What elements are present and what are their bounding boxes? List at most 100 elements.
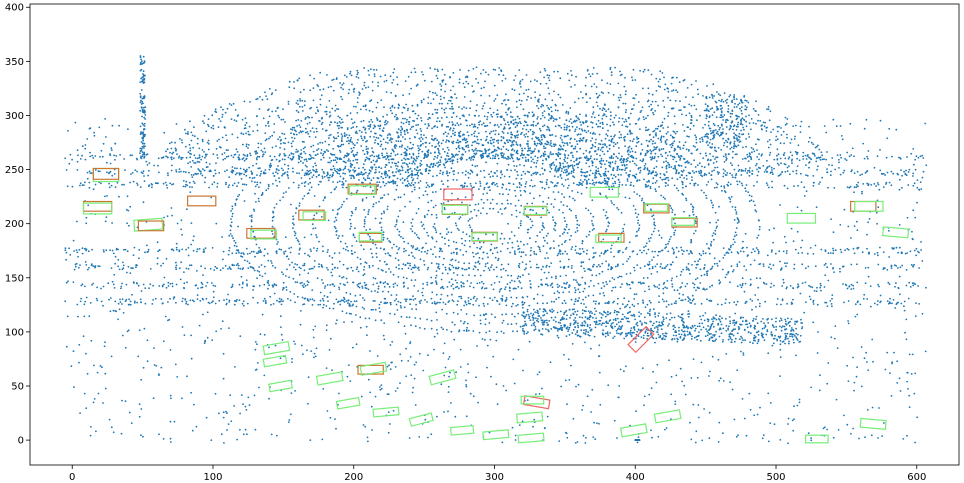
lidar-point bbox=[165, 150, 167, 152]
lidar-point bbox=[288, 101, 290, 103]
lidar-point bbox=[643, 119, 645, 121]
lidar-point bbox=[707, 159, 709, 161]
lidar-point bbox=[468, 177, 470, 179]
lidar-point bbox=[479, 242, 481, 244]
lidar-point bbox=[462, 254, 464, 256]
lidar-point bbox=[374, 164, 376, 166]
lidar-point bbox=[480, 170, 482, 172]
lidar-point bbox=[642, 299, 644, 301]
lidar-point bbox=[390, 155, 392, 157]
lidar-point bbox=[625, 109, 627, 111]
lidar-point bbox=[495, 153, 497, 155]
lidar-point bbox=[387, 137, 389, 139]
lidar-point bbox=[658, 81, 660, 83]
lidar-point bbox=[535, 172, 537, 174]
lidar-point bbox=[433, 98, 435, 100]
lidar-point bbox=[462, 147, 464, 149]
lidar-point bbox=[618, 153, 620, 155]
lidar-point bbox=[730, 162, 732, 164]
lidar-point bbox=[337, 237, 339, 239]
lidar-point bbox=[652, 101, 654, 103]
lidar-point bbox=[422, 143, 424, 145]
lidar-point bbox=[516, 178, 518, 180]
lidar-point bbox=[693, 145, 695, 147]
lidar-point bbox=[664, 286, 666, 288]
lidar-point bbox=[474, 126, 476, 128]
lidar-point bbox=[726, 146, 728, 148]
lidar-point bbox=[699, 138, 701, 140]
lidar-point bbox=[171, 170, 173, 172]
lidar-point bbox=[669, 238, 671, 240]
lidar-point bbox=[434, 109, 436, 111]
lidar-point bbox=[392, 72, 394, 74]
lidar-point bbox=[542, 208, 544, 210]
lidar-point bbox=[550, 118, 552, 120]
lidar-point bbox=[405, 250, 407, 252]
lidar-point bbox=[647, 115, 649, 117]
lidar-point bbox=[113, 284, 115, 286]
lidar-point bbox=[643, 179, 645, 181]
lidar-point bbox=[378, 166, 380, 168]
lidar-point bbox=[304, 159, 306, 161]
lidar-point bbox=[498, 158, 500, 160]
lidar-point bbox=[677, 190, 679, 192]
lidar-point bbox=[278, 161, 280, 163]
lidar-point bbox=[409, 265, 411, 267]
lidar-point bbox=[611, 74, 613, 76]
lidar-point bbox=[520, 155, 522, 157]
lidar-point bbox=[388, 159, 390, 161]
lidar-point bbox=[614, 183, 616, 185]
lidar-point bbox=[699, 141, 701, 143]
lidar-point bbox=[639, 224, 641, 226]
lidar-point bbox=[282, 273, 284, 275]
lidar-point bbox=[521, 287, 523, 289]
lidar-point bbox=[685, 286, 687, 288]
lidar-point bbox=[340, 87, 342, 89]
lidar-point bbox=[298, 241, 300, 243]
lidar-point bbox=[501, 331, 503, 333]
lidar-point bbox=[384, 74, 386, 76]
lidar-point bbox=[631, 148, 633, 150]
lidar-point bbox=[780, 162, 782, 164]
lidar-point bbox=[712, 266, 714, 268]
lidar-point bbox=[289, 154, 291, 156]
lidar-point bbox=[566, 224, 568, 226]
lidar-point bbox=[525, 89, 527, 91]
lidar-point bbox=[613, 124, 615, 126]
lidar-point bbox=[247, 303, 249, 305]
lidar-point bbox=[514, 89, 516, 91]
lidar-point bbox=[327, 284, 329, 286]
lidar-point bbox=[571, 74, 573, 76]
lidar-point bbox=[516, 297, 518, 299]
lidar-point bbox=[606, 211, 608, 213]
lidar-point bbox=[428, 210, 430, 212]
lidar-point bbox=[437, 166, 439, 168]
lidar-point bbox=[444, 243, 446, 245]
lidar-point bbox=[574, 301, 576, 303]
lidar-point bbox=[630, 288, 632, 290]
lidar-point bbox=[229, 103, 231, 105]
lidar-point bbox=[645, 129, 647, 131]
lidar-point bbox=[546, 181, 548, 183]
lidar-point bbox=[636, 180, 638, 182]
lidar-point bbox=[411, 252, 413, 254]
lidar-point bbox=[279, 147, 281, 149]
lidar-point bbox=[516, 171, 518, 173]
lidar-point bbox=[584, 172, 586, 174]
lidar-point bbox=[214, 169, 216, 171]
lidar-point bbox=[507, 199, 509, 201]
lidar-point bbox=[533, 114, 535, 116]
lidar-point bbox=[393, 274, 395, 276]
lidar-point bbox=[525, 157, 527, 159]
lidar-point bbox=[412, 230, 414, 232]
lidar-point bbox=[472, 252, 474, 254]
lidar-point bbox=[544, 137, 546, 139]
lidar-point bbox=[510, 203, 512, 205]
lidar-point bbox=[581, 175, 583, 177]
lidar-point bbox=[361, 138, 363, 140]
lidar-point bbox=[642, 106, 644, 108]
lidar-point bbox=[580, 265, 582, 267]
lidar-point bbox=[467, 131, 469, 133]
lidar-point bbox=[277, 165, 279, 167]
lidar-point bbox=[633, 305, 635, 307]
